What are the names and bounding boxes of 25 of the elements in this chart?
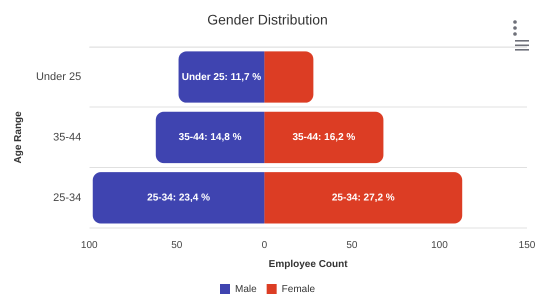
y-tick-label: Under 25 — [36, 71, 82, 84]
annotation: 35-44: 14,8 % — [178, 132, 242, 144]
x-tick-label: 50 — [171, 240, 183, 251]
annotation: Under 25: 11,7 % — [182, 72, 262, 83]
legend-label: Male — [234, 284, 258, 295]
x-tick-label: 0 — [262, 240, 268, 251]
bar — [264, 172, 462, 224]
y-tick-label: 25-34 — [53, 192, 82, 204]
x-tick-label: 150 — [518, 240, 536, 251]
legend-label: Female — [282, 284, 316, 295]
chart-title: Gender Distribution — [207, 11, 328, 28]
x-tick-label: 50 — [346, 240, 358, 251]
annotation: 25-34: 27,2 % — [332, 192, 395, 204]
annotation: 35-44: 16,2 % — [292, 132, 356, 144]
bar — [92, 172, 264, 224]
x-axis-title: Employee Count — [268, 258, 348, 270]
x-tick-label: 100 — [80, 240, 98, 251]
bar — [178, 51, 264, 103]
bar — [264, 51, 314, 103]
y-tick-label: 35-44 — [53, 131, 82, 144]
x-tick-label: 100 — [431, 240, 448, 251]
annotation: 25-34: 23,4 % — [147, 192, 210, 204]
bar — [156, 112, 264, 164]
y-axis-title: Age Range — [12, 110, 24, 164]
bar — [264, 112, 384, 164]
